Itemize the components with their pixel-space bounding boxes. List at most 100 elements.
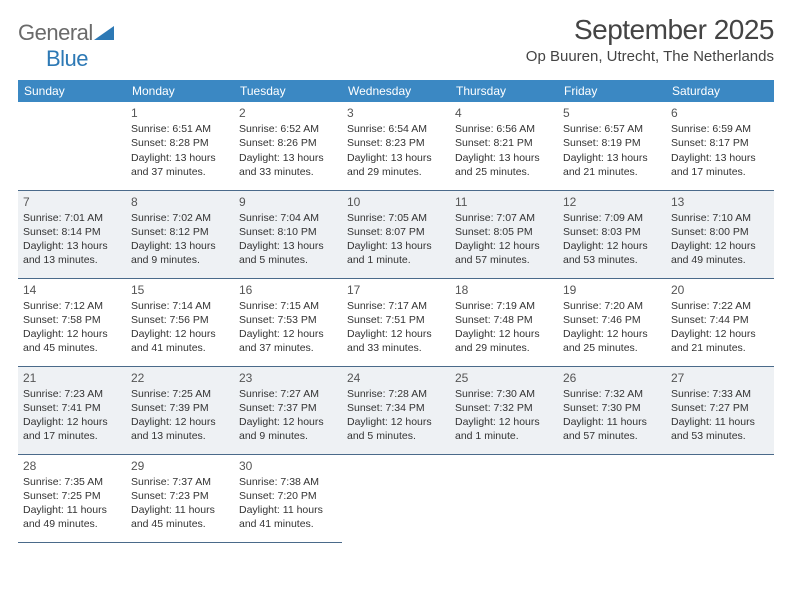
sunset-text: Sunset: 8:26 PM xyxy=(239,136,337,150)
day-number: 9 xyxy=(239,194,337,210)
calendar-day-cell: 15Sunrise: 7:14 AMSunset: 7:56 PMDayligh… xyxy=(126,278,234,366)
title-block: September 2025 Op Buuren, Utrecht, The N… xyxy=(526,14,774,65)
daylight-text: Daylight: 12 hours and 33 minutes. xyxy=(347,327,445,355)
day-details: Sunrise: 6:59 AMSunset: 8:17 PMDaylight:… xyxy=(671,122,769,179)
daylight-text: Daylight: 11 hours and 41 minutes. xyxy=(239,503,337,531)
daylight-text: Daylight: 11 hours and 57 minutes. xyxy=(563,415,661,443)
day-number: 5 xyxy=(563,105,661,121)
sunset-text: Sunset: 8:14 PM xyxy=(23,225,121,239)
weekday-header: Thursday xyxy=(450,80,558,102)
day-number: 28 xyxy=(23,458,121,474)
calendar-day-cell: 27Sunrise: 7:33 AMSunset: 7:27 PMDayligh… xyxy=(666,366,774,454)
day-number: 3 xyxy=(347,105,445,121)
day-details: Sunrise: 7:35 AMSunset: 7:25 PMDaylight:… xyxy=(23,475,121,532)
sunrise-text: Sunrise: 7:27 AM xyxy=(239,387,337,401)
day-number: 13 xyxy=(671,194,769,210)
sunrise-text: Sunrise: 7:28 AM xyxy=(347,387,445,401)
calendar-day-cell: 29Sunrise: 7:37 AMSunset: 7:23 PMDayligh… xyxy=(126,454,234,542)
sunrise-text: Sunrise: 7:37 AM xyxy=(131,475,229,489)
daylight-text: Daylight: 12 hours and 25 minutes. xyxy=(563,327,661,355)
calendar-week-row: 21Sunrise: 7:23 AMSunset: 7:41 PMDayligh… xyxy=(18,366,774,454)
calendar-week-row: 14Sunrise: 7:12 AMSunset: 7:58 PMDayligh… xyxy=(18,278,774,366)
calendar-day-cell: 12Sunrise: 7:09 AMSunset: 8:03 PMDayligh… xyxy=(558,190,666,278)
day-number: 22 xyxy=(131,370,229,386)
brand-text: General Blue xyxy=(18,20,114,71)
sunset-text: Sunset: 7:44 PM xyxy=(671,313,769,327)
daylight-text: Daylight: 11 hours and 53 minutes. xyxy=(671,415,769,443)
calendar-page: General Blue September 2025 Op Buuren, U… xyxy=(0,0,792,553)
day-number: 27 xyxy=(671,370,769,386)
daylight-text: Daylight: 13 hours and 21 minutes. xyxy=(563,151,661,179)
day-number: 10 xyxy=(347,194,445,210)
sunrise-text: Sunrise: 7:33 AM xyxy=(671,387,769,401)
day-number: 2 xyxy=(239,105,337,121)
sunrise-text: Sunrise: 6:54 AM xyxy=(347,122,445,136)
sunrise-text: Sunrise: 7:07 AM xyxy=(455,211,553,225)
daylight-text: Daylight: 12 hours and 17 minutes. xyxy=(23,415,121,443)
daylight-text: Daylight: 12 hours and 49 minutes. xyxy=(671,239,769,267)
day-details: Sunrise: 7:19 AMSunset: 7:48 PMDaylight:… xyxy=(455,299,553,356)
day-details: Sunrise: 6:57 AMSunset: 8:19 PMDaylight:… xyxy=(563,122,661,179)
day-details: Sunrise: 7:04 AMSunset: 8:10 PMDaylight:… xyxy=(239,211,337,268)
daylight-text: Daylight: 13 hours and 9 minutes. xyxy=(131,239,229,267)
daylight-text: Daylight: 12 hours and 5 minutes. xyxy=(347,415,445,443)
day-details: Sunrise: 7:14 AMSunset: 7:56 PMDaylight:… xyxy=(131,299,229,356)
sunset-text: Sunset: 8:23 PM xyxy=(347,136,445,150)
sunrise-text: Sunrise: 7:38 AM xyxy=(239,475,337,489)
sunset-text: Sunset: 7:39 PM xyxy=(131,401,229,415)
sunset-text: Sunset: 7:32 PM xyxy=(455,401,553,415)
day-details: Sunrise: 7:30 AMSunset: 7:32 PMDaylight:… xyxy=(455,387,553,444)
day-details: Sunrise: 7:27 AMSunset: 7:37 PMDaylight:… xyxy=(239,387,337,444)
calendar-day-cell: 1Sunrise: 6:51 AMSunset: 8:28 PMDaylight… xyxy=(126,102,234,190)
sunrise-text: Sunrise: 7:25 AM xyxy=(131,387,229,401)
day-number: 6 xyxy=(671,105,769,121)
sunset-text: Sunset: 8:10 PM xyxy=(239,225,337,239)
calendar-head: Sunday Monday Tuesday Wednesday Thursday… xyxy=(18,80,774,102)
sunset-text: Sunset: 8:19 PM xyxy=(563,136,661,150)
calendar-day-cell: 14Sunrise: 7:12 AMSunset: 7:58 PMDayligh… xyxy=(18,278,126,366)
day-number: 14 xyxy=(23,282,121,298)
sunset-text: Sunset: 7:51 PM xyxy=(347,313,445,327)
calendar-day-cell: 10Sunrise: 7:05 AMSunset: 8:07 PMDayligh… xyxy=(342,190,450,278)
weekday-header: Saturday xyxy=(666,80,774,102)
daylight-text: Daylight: 13 hours and 33 minutes. xyxy=(239,151,337,179)
calendar-day-cell: 18Sunrise: 7:19 AMSunset: 7:48 PMDayligh… xyxy=(450,278,558,366)
day-details: Sunrise: 7:17 AMSunset: 7:51 PMDaylight:… xyxy=(347,299,445,356)
weekday-header: Sunday xyxy=(18,80,126,102)
sunrise-text: Sunrise: 7:14 AM xyxy=(131,299,229,313)
calendar-day-cell: 28Sunrise: 7:35 AMSunset: 7:25 PMDayligh… xyxy=(18,454,126,542)
sunrise-text: Sunrise: 7:22 AM xyxy=(671,299,769,313)
day-number: 21 xyxy=(23,370,121,386)
day-details: Sunrise: 7:02 AMSunset: 8:12 PMDaylight:… xyxy=(131,211,229,268)
sunrise-text: Sunrise: 6:59 AM xyxy=(671,122,769,136)
day-details: Sunrise: 6:52 AMSunset: 8:26 PMDaylight:… xyxy=(239,122,337,179)
daylight-text: Daylight: 13 hours and 29 minutes. xyxy=(347,151,445,179)
calendar-day-cell xyxy=(666,454,774,542)
sunset-text: Sunset: 7:34 PM xyxy=(347,401,445,415)
daylight-text: Daylight: 12 hours and 9 minutes. xyxy=(239,415,337,443)
sunrise-text: Sunrise: 7:30 AM xyxy=(455,387,553,401)
day-details: Sunrise: 7:37 AMSunset: 7:23 PMDaylight:… xyxy=(131,475,229,532)
daylight-text: Daylight: 11 hours and 49 minutes. xyxy=(23,503,121,531)
day-number: 18 xyxy=(455,282,553,298)
sunrise-text: Sunrise: 6:51 AM xyxy=(131,122,229,136)
day-number: 24 xyxy=(347,370,445,386)
sunset-text: Sunset: 7:56 PM xyxy=(131,313,229,327)
sunset-text: Sunset: 7:23 PM xyxy=(131,489,229,503)
calendar-day-cell: 2Sunrise: 6:52 AMSunset: 8:26 PMDaylight… xyxy=(234,102,342,190)
sunrise-text: Sunrise: 7:20 AM xyxy=(563,299,661,313)
daylight-text: Daylight: 13 hours and 25 minutes. xyxy=(455,151,553,179)
daylight-text: Daylight: 12 hours and 37 minutes. xyxy=(239,327,337,355)
calendar-day-cell: 5Sunrise: 6:57 AMSunset: 8:19 PMDaylight… xyxy=(558,102,666,190)
day-details: Sunrise: 7:10 AMSunset: 8:00 PMDaylight:… xyxy=(671,211,769,268)
day-details: Sunrise: 7:15 AMSunset: 7:53 PMDaylight:… xyxy=(239,299,337,356)
weekday-header: Wednesday xyxy=(342,80,450,102)
calendar-day-cell: 20Sunrise: 7:22 AMSunset: 7:44 PMDayligh… xyxy=(666,278,774,366)
calendar-day-cell: 23Sunrise: 7:27 AMSunset: 7:37 PMDayligh… xyxy=(234,366,342,454)
day-details: Sunrise: 7:07 AMSunset: 8:05 PMDaylight:… xyxy=(455,211,553,268)
sunset-text: Sunset: 8:03 PM xyxy=(563,225,661,239)
day-details: Sunrise: 6:56 AMSunset: 8:21 PMDaylight:… xyxy=(455,122,553,179)
daylight-text: Daylight: 13 hours and 37 minutes. xyxy=(131,151,229,179)
logo-triangle-icon xyxy=(94,26,114,40)
daylight-text: Daylight: 12 hours and 41 minutes. xyxy=(131,327,229,355)
